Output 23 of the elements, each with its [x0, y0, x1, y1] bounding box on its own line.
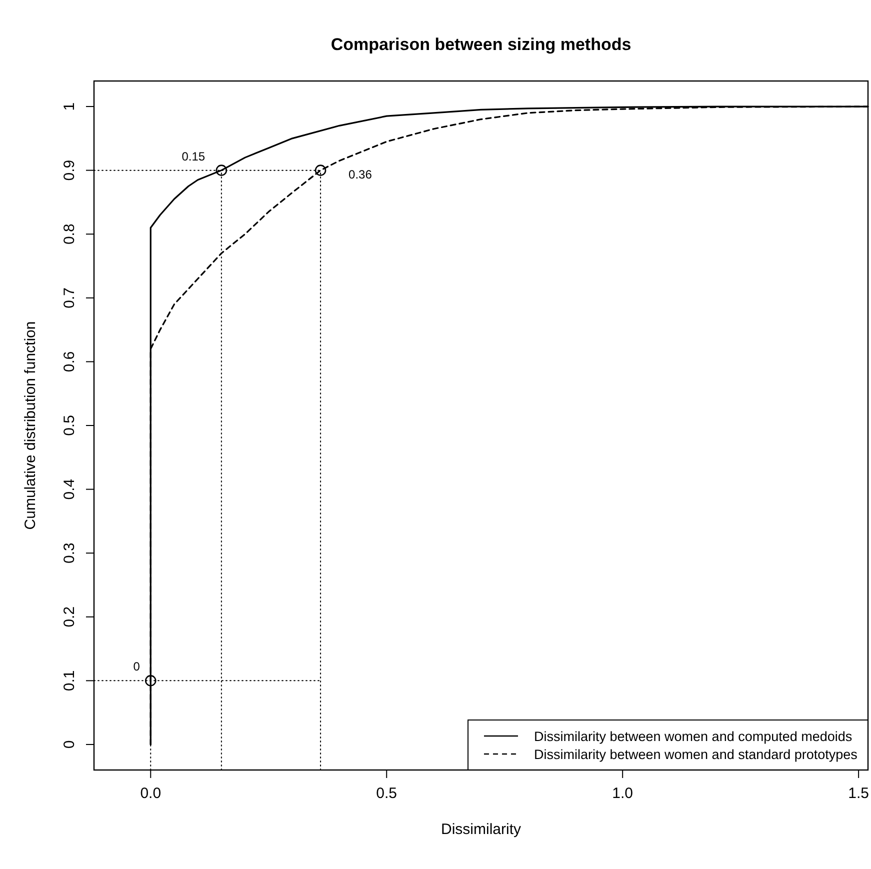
- x-axis-title: Dissimilarity: [441, 821, 522, 838]
- x-tick-label: 0.0: [140, 785, 162, 802]
- y-tick-label: 0.7: [61, 287, 78, 308]
- y-tick-label: 0.6: [61, 351, 78, 372]
- chart-title: Comparison between sizing methods: [330, 35, 632, 54]
- x-tick-label: 0.5: [376, 785, 398, 802]
- y-tick-label: 1: [61, 102, 78, 111]
- y-tick-label: 0.1: [61, 670, 78, 692]
- y-axis-title: Cumulative distribution function: [22, 321, 39, 530]
- annotation: 0: [133, 660, 140, 674]
- annotation: 0.36: [348, 167, 372, 182]
- y-tick-label: 0.9: [61, 160, 78, 181]
- legend-label: Dissimilarity between women and standard prototypes: [534, 747, 858, 762]
- y-tick-label: 0.8: [61, 224, 78, 245]
- y-tick-label: 0: [61, 740, 78, 749]
- y-tick-label: 0.4: [61, 478, 78, 500]
- x-tick-label: 1.5: [848, 785, 869, 802]
- y-tick-label: 0.2: [61, 606, 78, 628]
- y-tick-label: 0.5: [61, 415, 78, 436]
- x-tick-label: 1.0: [612, 785, 634, 802]
- y-tick-label: 0.3: [61, 542, 78, 564]
- annotation: 0.15: [182, 149, 206, 164]
- legend-label: Dissimilarity between women and computed medoids: [534, 729, 852, 744]
